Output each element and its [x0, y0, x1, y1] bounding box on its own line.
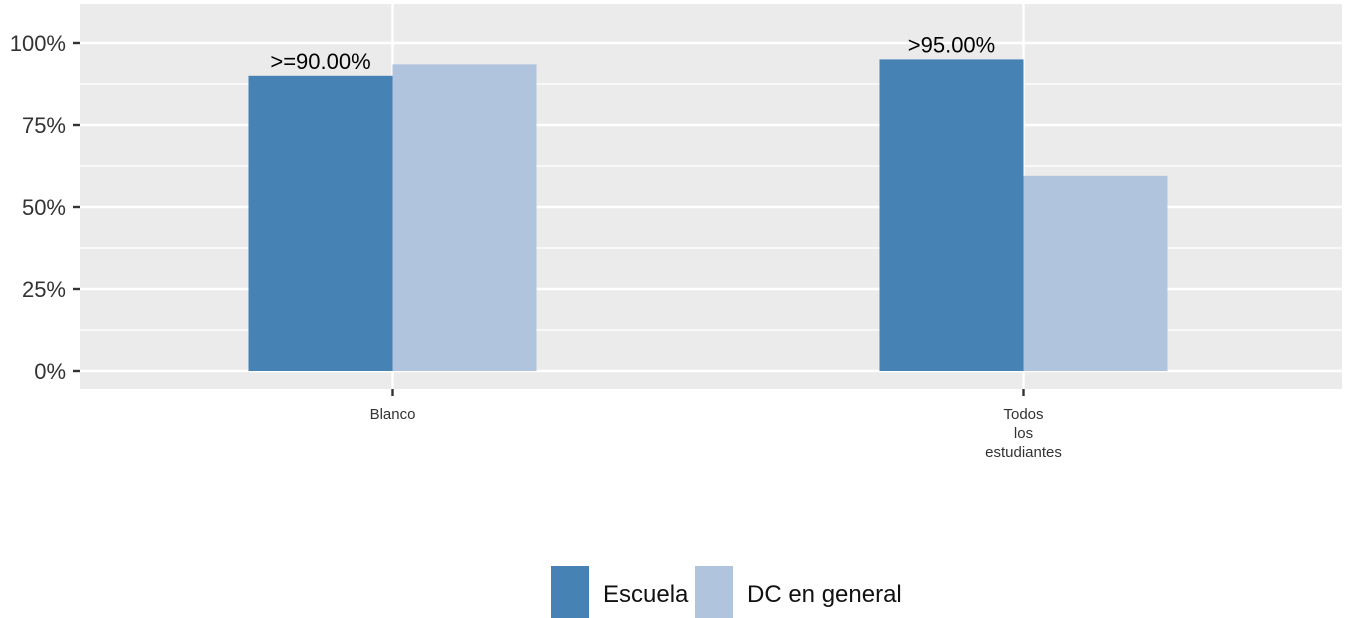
- y-tick-label: 100%: [10, 31, 66, 56]
- x-tick-label: Blanco: [370, 406, 416, 423]
- legend-key-escuela: [551, 566, 589, 618]
- legend-label: DC en general: [747, 581, 902, 608]
- legend-key-dc-en-general: [695, 566, 733, 618]
- legend: Escuela DC en general: [551, 566, 902, 618]
- legend-label: Escuela: [603, 581, 689, 608]
- bar-dc-en-general-1: [1023, 175, 1168, 371]
- y-tick-label: 50%: [22, 195, 66, 220]
- y-tick-label: 25%: [22, 277, 66, 302]
- data-label: >95.00%: [908, 32, 995, 57]
- data-label: >=90.00%: [270, 49, 370, 74]
- axes: 0% 25% 50% 75% 100% Blanco Todos los estudiantes: [10, 31, 1062, 461]
- y-tick-label: 75%: [22, 113, 66, 138]
- x-tick-label: Todos los estudiantes: [985, 406, 1062, 461]
- bar-dc-en-general-0: [392, 64, 537, 371]
- bar-escuela-1: [879, 59, 1024, 372]
- bar-escuela-0: [248, 75, 393, 372]
- data-labels: >=90.00% >95.00%: [270, 32, 995, 73]
- y-tick-label: 0%: [34, 359, 66, 384]
- bars: [248, 59, 1168, 372]
